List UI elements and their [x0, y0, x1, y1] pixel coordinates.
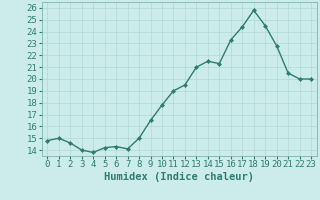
X-axis label: Humidex (Indice chaleur): Humidex (Indice chaleur) [104, 172, 254, 182]
